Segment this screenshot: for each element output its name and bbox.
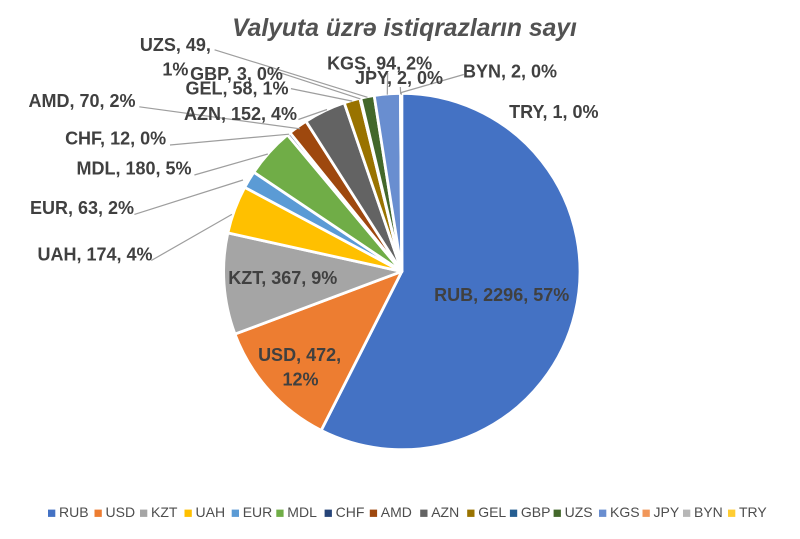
svg-text:BYN: BYN xyxy=(694,504,723,520)
svg-text:12%: 12% xyxy=(282,370,318,390)
svg-text:1%: 1% xyxy=(162,60,188,80)
svg-text:KGS, 94, 2%: KGS, 94, 2% xyxy=(327,54,432,74)
svg-text:JPY: JPY xyxy=(654,504,680,520)
svg-text:UZS, 49,: UZS, 49, xyxy=(140,35,211,55)
svg-text:AMD: AMD xyxy=(381,504,412,520)
svg-text:KZT: KZT xyxy=(151,504,178,520)
svg-text:USD, 472,: USD, 472, xyxy=(258,345,341,365)
svg-text:Valyuta üzrə istiqrazların say: Valyuta üzrə istiqrazların sayı xyxy=(232,15,577,42)
svg-text:KGS: KGS xyxy=(610,504,640,520)
svg-text:MDL, 180, 5%: MDL, 180, 5% xyxy=(76,159,191,179)
svg-text:UAH, 174, 4%: UAH, 174, 4% xyxy=(37,245,152,265)
svg-text:AZN, 152, 4%: AZN, 152, 4% xyxy=(184,104,297,124)
svg-text:GBP: GBP xyxy=(521,504,551,520)
svg-text:UZS: UZS xyxy=(565,504,593,520)
svg-text:UAH: UAH xyxy=(196,504,226,520)
svg-text:BYN, 2, 0%: BYN, 2, 0% xyxy=(463,62,557,82)
svg-text:CHF: CHF xyxy=(336,504,365,520)
svg-text:RUB: RUB xyxy=(59,504,89,520)
svg-text:KZT, 367, 9%: KZT, 367, 9% xyxy=(228,268,337,288)
svg-text:JPY, 2, 0%: JPY, 2, 0% xyxy=(355,68,443,88)
svg-text:GEL, 58, 1%: GEL, 58, 1% xyxy=(185,79,288,99)
svg-text:GEL: GEL xyxy=(478,504,506,520)
svg-text:TRY, 1, 0%: TRY, 1, 0% xyxy=(509,102,598,122)
svg-text:EUR, 63, 2%: EUR, 63, 2% xyxy=(30,198,134,218)
svg-text:USD: USD xyxy=(106,504,136,520)
svg-text:RUB, 2296, 57%: RUB, 2296, 57% xyxy=(434,285,569,305)
svg-text:GBP, 3, 0%: GBP, 3, 0% xyxy=(190,64,283,84)
svg-text:TRY: TRY xyxy=(739,504,767,520)
svg-text:AMD, 70, 2%: AMD, 70, 2% xyxy=(28,91,135,111)
svg-text:AZN: AZN xyxy=(431,504,459,520)
svg-text:EUR: EUR xyxy=(243,504,273,520)
svg-text:MDL: MDL xyxy=(287,504,317,520)
svg-text:CHF, 12, 0%: CHF, 12, 0% xyxy=(65,129,166,149)
